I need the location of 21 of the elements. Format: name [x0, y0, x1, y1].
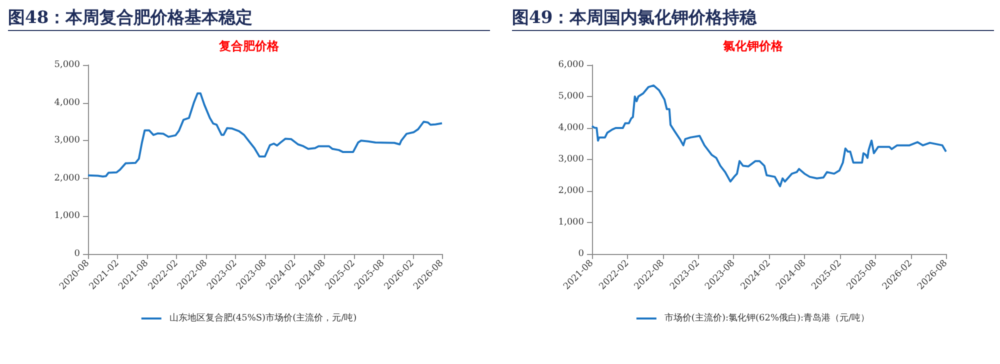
- y-tick-label: 1,000: [558, 218, 584, 228]
- chart-subtitle: 复合肥价格: [218, 39, 280, 53]
- y-tick-label: 0: [74, 249, 80, 259]
- y-tick-label: 3,000: [558, 154, 584, 164]
- legend-label: 山东地区复合肥(45%S)市场价(主流价，元/吨): [169, 312, 357, 324]
- line-series: [87, 92, 443, 178]
- y-tick-label: 4,000: [54, 98, 80, 108]
- y-tick-label: 2,000: [558, 186, 584, 196]
- y-tick-label: 0: [578, 249, 584, 259]
- y-tick-label: 4,000: [558, 123, 584, 133]
- chart-title: 图48：本周复合肥价格基本稳定: [8, 0, 490, 31]
- line-series: [591, 84, 947, 188]
- y-tick-label: 5,000: [54, 60, 80, 70]
- chart-subtitle: 氯化钾价格: [722, 39, 784, 53]
- y-tick-label: 1,000: [54, 211, 80, 222]
- y-tick-label: 3,000: [54, 136, 80, 146]
- chart-title: 图49：本周国内氯化钾价格持稳: [512, 0, 994, 31]
- legend-label: 市场价(主流价):氯化钾(62%俄白):青岛港（元/吨）: [664, 312, 870, 324]
- y-tick-label: 5,000: [558, 92, 584, 102]
- y-tick-label: 6,000: [558, 60, 584, 70]
- y-tick-label: 2,000: [54, 173, 80, 184]
